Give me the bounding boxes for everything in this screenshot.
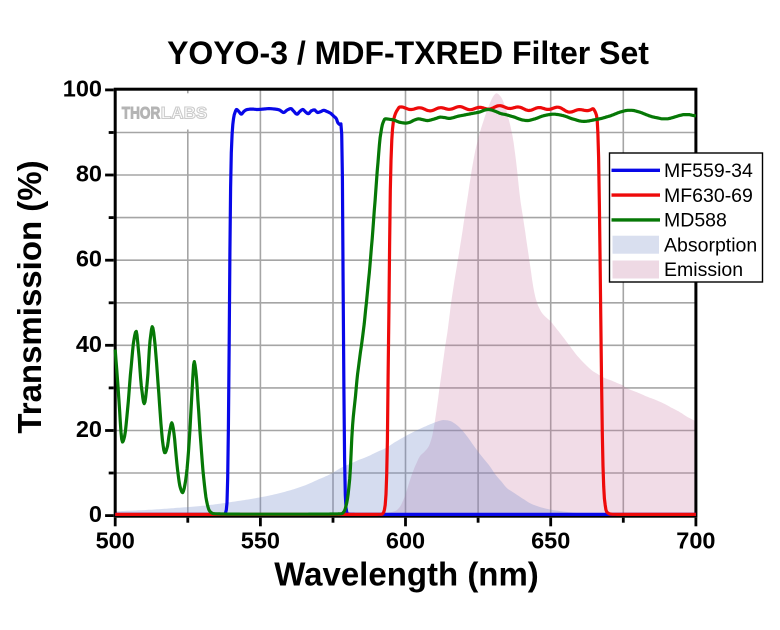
svg-text:MF630-69: MF630-69 bbox=[664, 185, 753, 207]
svg-text:650: 650 bbox=[531, 528, 570, 554]
svg-text:20: 20 bbox=[76, 416, 102, 442]
svg-text:40: 40 bbox=[76, 331, 102, 357]
svg-text:500: 500 bbox=[96, 528, 135, 554]
svg-text:550: 550 bbox=[241, 528, 280, 554]
svg-text:YOYO-3 / MDF-TXRED Filter Set: YOYO-3 / MDF-TXRED Filter Set bbox=[167, 35, 649, 71]
svg-text:80: 80 bbox=[76, 161, 102, 187]
svg-text:Transmission (%): Transmission (%) bbox=[11, 160, 48, 433]
svg-text:Emission: Emission bbox=[664, 259, 743, 281]
svg-text:100: 100 bbox=[63, 75, 102, 101]
svg-text:Absorption: Absorption bbox=[664, 234, 757, 256]
svg-text:600: 600 bbox=[386, 528, 425, 554]
svg-text:MF559-34: MF559-34 bbox=[664, 160, 753, 182]
svg-text:LABS: LABS bbox=[161, 104, 208, 123]
svg-text:60: 60 bbox=[76, 246, 102, 272]
svg-text:700: 700 bbox=[676, 528, 715, 554]
svg-text:Wavelength (nm): Wavelength (nm) bbox=[274, 556, 539, 593]
svg-text:0: 0 bbox=[89, 501, 102, 527]
svg-text:MD588: MD588 bbox=[664, 210, 727, 232]
svg-text:THOR: THOR bbox=[122, 104, 161, 123]
